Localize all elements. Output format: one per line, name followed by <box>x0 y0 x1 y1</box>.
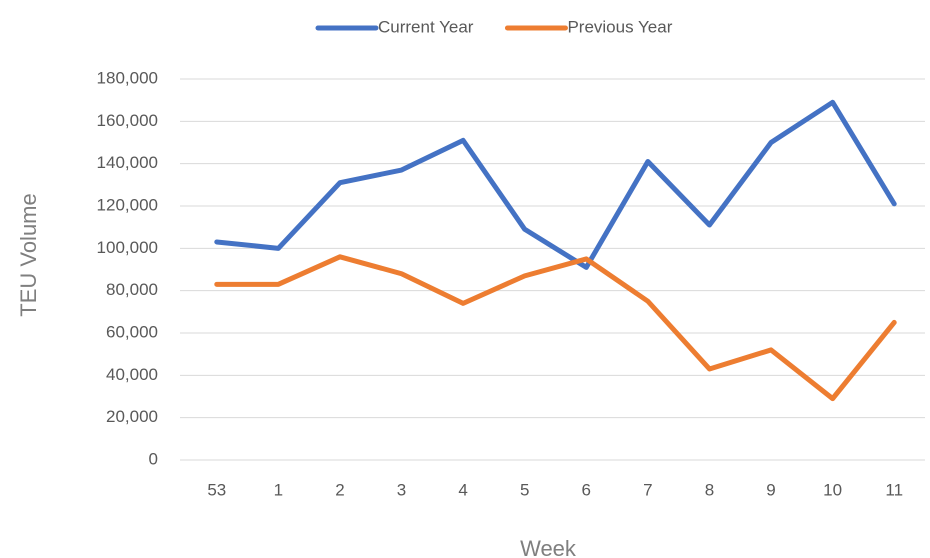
line-series <box>217 102 894 267</box>
x-tick-label: 3 <box>397 480 406 499</box>
y-tick-label: 140,000 <box>97 153 158 172</box>
x-tick-label: 11 <box>885 480 903 499</box>
y-tick-label: 120,000 <box>97 195 158 214</box>
y-tick-label: 60,000 <box>106 322 158 341</box>
x-tick-label: 5 <box>520 480 529 499</box>
y-tick-label: 100,000 <box>97 238 158 257</box>
page: {"chart_data": {"type": "line", "x_label… <box>0 0 930 558</box>
x-tick-label: 6 <box>582 480 591 499</box>
y-tick-label: 20,000 <box>106 407 158 426</box>
x-tick-label: 8 <box>705 480 714 499</box>
x-tick-label: 9 <box>766 480 775 499</box>
y-tick-label: 40,000 <box>106 365 158 384</box>
line-series <box>217 257 894 399</box>
y-tick-label: 160,000 <box>97 111 158 130</box>
y-tick-label: 80,000 <box>106 280 158 299</box>
y-axis-title: TEU Volume <box>16 193 41 317</box>
legend-label: Previous Year <box>567 17 672 36</box>
x-axis-title: Week <box>520 536 577 558</box>
x-tick-label: 10 <box>823 480 842 499</box>
x-tick-label: 53 <box>207 480 226 499</box>
chart: TEU Volume Week 0 20,000 40,000 60,000 80,00… <box>0 0 930 558</box>
x-tick-label: 2 <box>335 480 344 499</box>
y-tick-label: 0 <box>149 449 158 468</box>
x-tick-label: 1 <box>274 480 283 499</box>
y-tick-label: 180,000 <box>97 68 158 87</box>
legend-label: Current Year <box>378 17 474 36</box>
x-tick-label: 4 <box>458 480 467 499</box>
x-tick-label: 7 <box>643 480 652 499</box>
